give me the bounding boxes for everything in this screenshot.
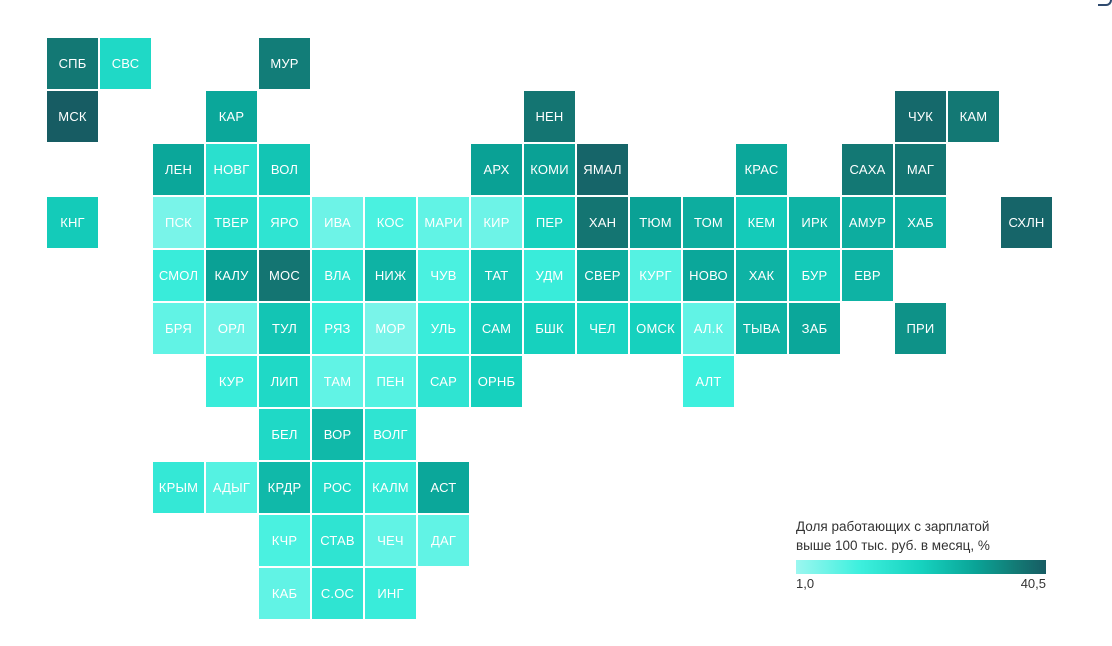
region-tile: САХА: [842, 144, 893, 195]
region-tile: КУР: [206, 356, 257, 407]
region-tile: ЧУК: [895, 91, 946, 142]
region-tile: КУРГ: [630, 250, 681, 301]
region-tile: ЛИП: [259, 356, 310, 407]
legend-scale: 1,0 40,5: [796, 576, 1046, 594]
color-legend: Доля работающих с зарплатой выше 100 тыс…: [796, 517, 1046, 594]
legend-min-label: 1,0: [796, 576, 815, 591]
region-tile: НОВГ: [206, 144, 257, 195]
region-tile: ЛЕН: [153, 144, 204, 195]
region-tile: ЧЕЛ: [577, 303, 628, 354]
region-tile: ИРК: [789, 197, 840, 248]
region-tile: ИНГ: [365, 568, 416, 619]
region-tile: ИВА: [312, 197, 363, 248]
region-tile: ТВЕР: [206, 197, 257, 248]
region-tile: КОС: [365, 197, 416, 248]
region-tile: АЛТ: [683, 356, 734, 407]
region-tile: КРАС: [736, 144, 787, 195]
region-tile: ЧУВ: [418, 250, 469, 301]
region-tile: ПЕН: [365, 356, 416, 407]
region-tile: ТУЛ: [259, 303, 310, 354]
region-tile: АСТ: [418, 462, 469, 513]
region-tile: КРДР: [259, 462, 310, 513]
region-tile: КНГ: [47, 197, 98, 248]
region-tile: РЯЗ: [312, 303, 363, 354]
region-tile: САР: [418, 356, 469, 407]
region-tile: МАГ: [895, 144, 946, 195]
region-tile: ВЛА: [312, 250, 363, 301]
region-tile: БШК: [524, 303, 575, 354]
region-tile: КАБ: [259, 568, 310, 619]
region-tile: КИР: [471, 197, 522, 248]
region-tile: ТАМ: [312, 356, 363, 407]
region-tile: ЗАБ: [789, 303, 840, 354]
region-tile: МАРИ: [418, 197, 469, 248]
region-tile: МОС: [259, 250, 310, 301]
legend-title-line-2: выше 100 тыс. руб. в месяц, %: [796, 538, 990, 553]
legend-gradient-bar: [796, 560, 1046, 574]
region-tile: СВС: [100, 38, 151, 89]
region-tile: КОМИ: [524, 144, 575, 195]
region-tile: ПРИ: [895, 303, 946, 354]
region-tile: СМОЛ: [153, 250, 204, 301]
region-tile: АДЫГ: [206, 462, 257, 513]
region-tile: ХАК: [736, 250, 787, 301]
region-tile: КАЛУ: [206, 250, 257, 301]
legend-max-label: 40,5: [1020, 576, 1046, 591]
region-tile: АЛ.К: [683, 303, 734, 354]
region-tile: КАМ: [948, 91, 999, 142]
region-tile: ВОР: [312, 409, 363, 460]
region-tile: КРЫМ: [153, 462, 204, 513]
region-tile: ДАГ: [418, 515, 469, 566]
region-tile: СВЕР: [577, 250, 628, 301]
region-tile: МУР: [259, 38, 310, 89]
corner-decoration: [1098, 0, 1112, 6]
region-tile: БРЯ: [153, 303, 204, 354]
region-tile: ЕВР: [842, 250, 893, 301]
region-tile: ЧЕЧ: [365, 515, 416, 566]
region-tile: УДМ: [524, 250, 575, 301]
region-tile: ТЫВА: [736, 303, 787, 354]
region-tile: ОМСК: [630, 303, 681, 354]
region-tile: КЧР: [259, 515, 310, 566]
region-tile: ВОЛ: [259, 144, 310, 195]
region-tile: КАР: [206, 91, 257, 142]
region-tile: ОРЛ: [206, 303, 257, 354]
region-tile: СТАВ: [312, 515, 363, 566]
region-tile: НИЖ: [365, 250, 416, 301]
region-tile: АРХ: [471, 144, 522, 195]
region-tile: САМ: [471, 303, 522, 354]
region-tile: ОРНБ: [471, 356, 522, 407]
region-tile: ТАТ: [471, 250, 522, 301]
region-tile: БЕЛ: [259, 409, 310, 460]
region-tile: БУР: [789, 250, 840, 301]
region-tile: ТОМ: [683, 197, 734, 248]
region-tile: НЕН: [524, 91, 575, 142]
legend-title-line-1: Доля работающих с зарплатой: [796, 519, 990, 534]
region-tile: КЕМ: [736, 197, 787, 248]
region-tile: АМУР: [842, 197, 893, 248]
region-tile: УЛЬ: [418, 303, 469, 354]
region-tile: МСК: [47, 91, 98, 142]
legend-title: Доля работающих с зарплатой выше 100 тыс…: [796, 517, 1046, 555]
region-tile: ЯМАЛ: [577, 144, 628, 195]
region-tile: СПБ: [47, 38, 98, 89]
region-tile: РОС: [312, 462, 363, 513]
region-tile: СХЛН: [1001, 197, 1052, 248]
region-tile: ПСК: [153, 197, 204, 248]
region-tile: ХАН: [577, 197, 628, 248]
region-tile: ПЕР: [524, 197, 575, 248]
region-tile: ВОЛГ: [365, 409, 416, 460]
region-tile: ТЮМ: [630, 197, 681, 248]
region-tile: НОВО: [683, 250, 734, 301]
region-tile: ХАБ: [895, 197, 946, 248]
region-tile: С.ОС: [312, 568, 363, 619]
region-tile: КАЛМ: [365, 462, 416, 513]
region-tile: ЯРО: [259, 197, 310, 248]
region-tile: МОР: [365, 303, 416, 354]
